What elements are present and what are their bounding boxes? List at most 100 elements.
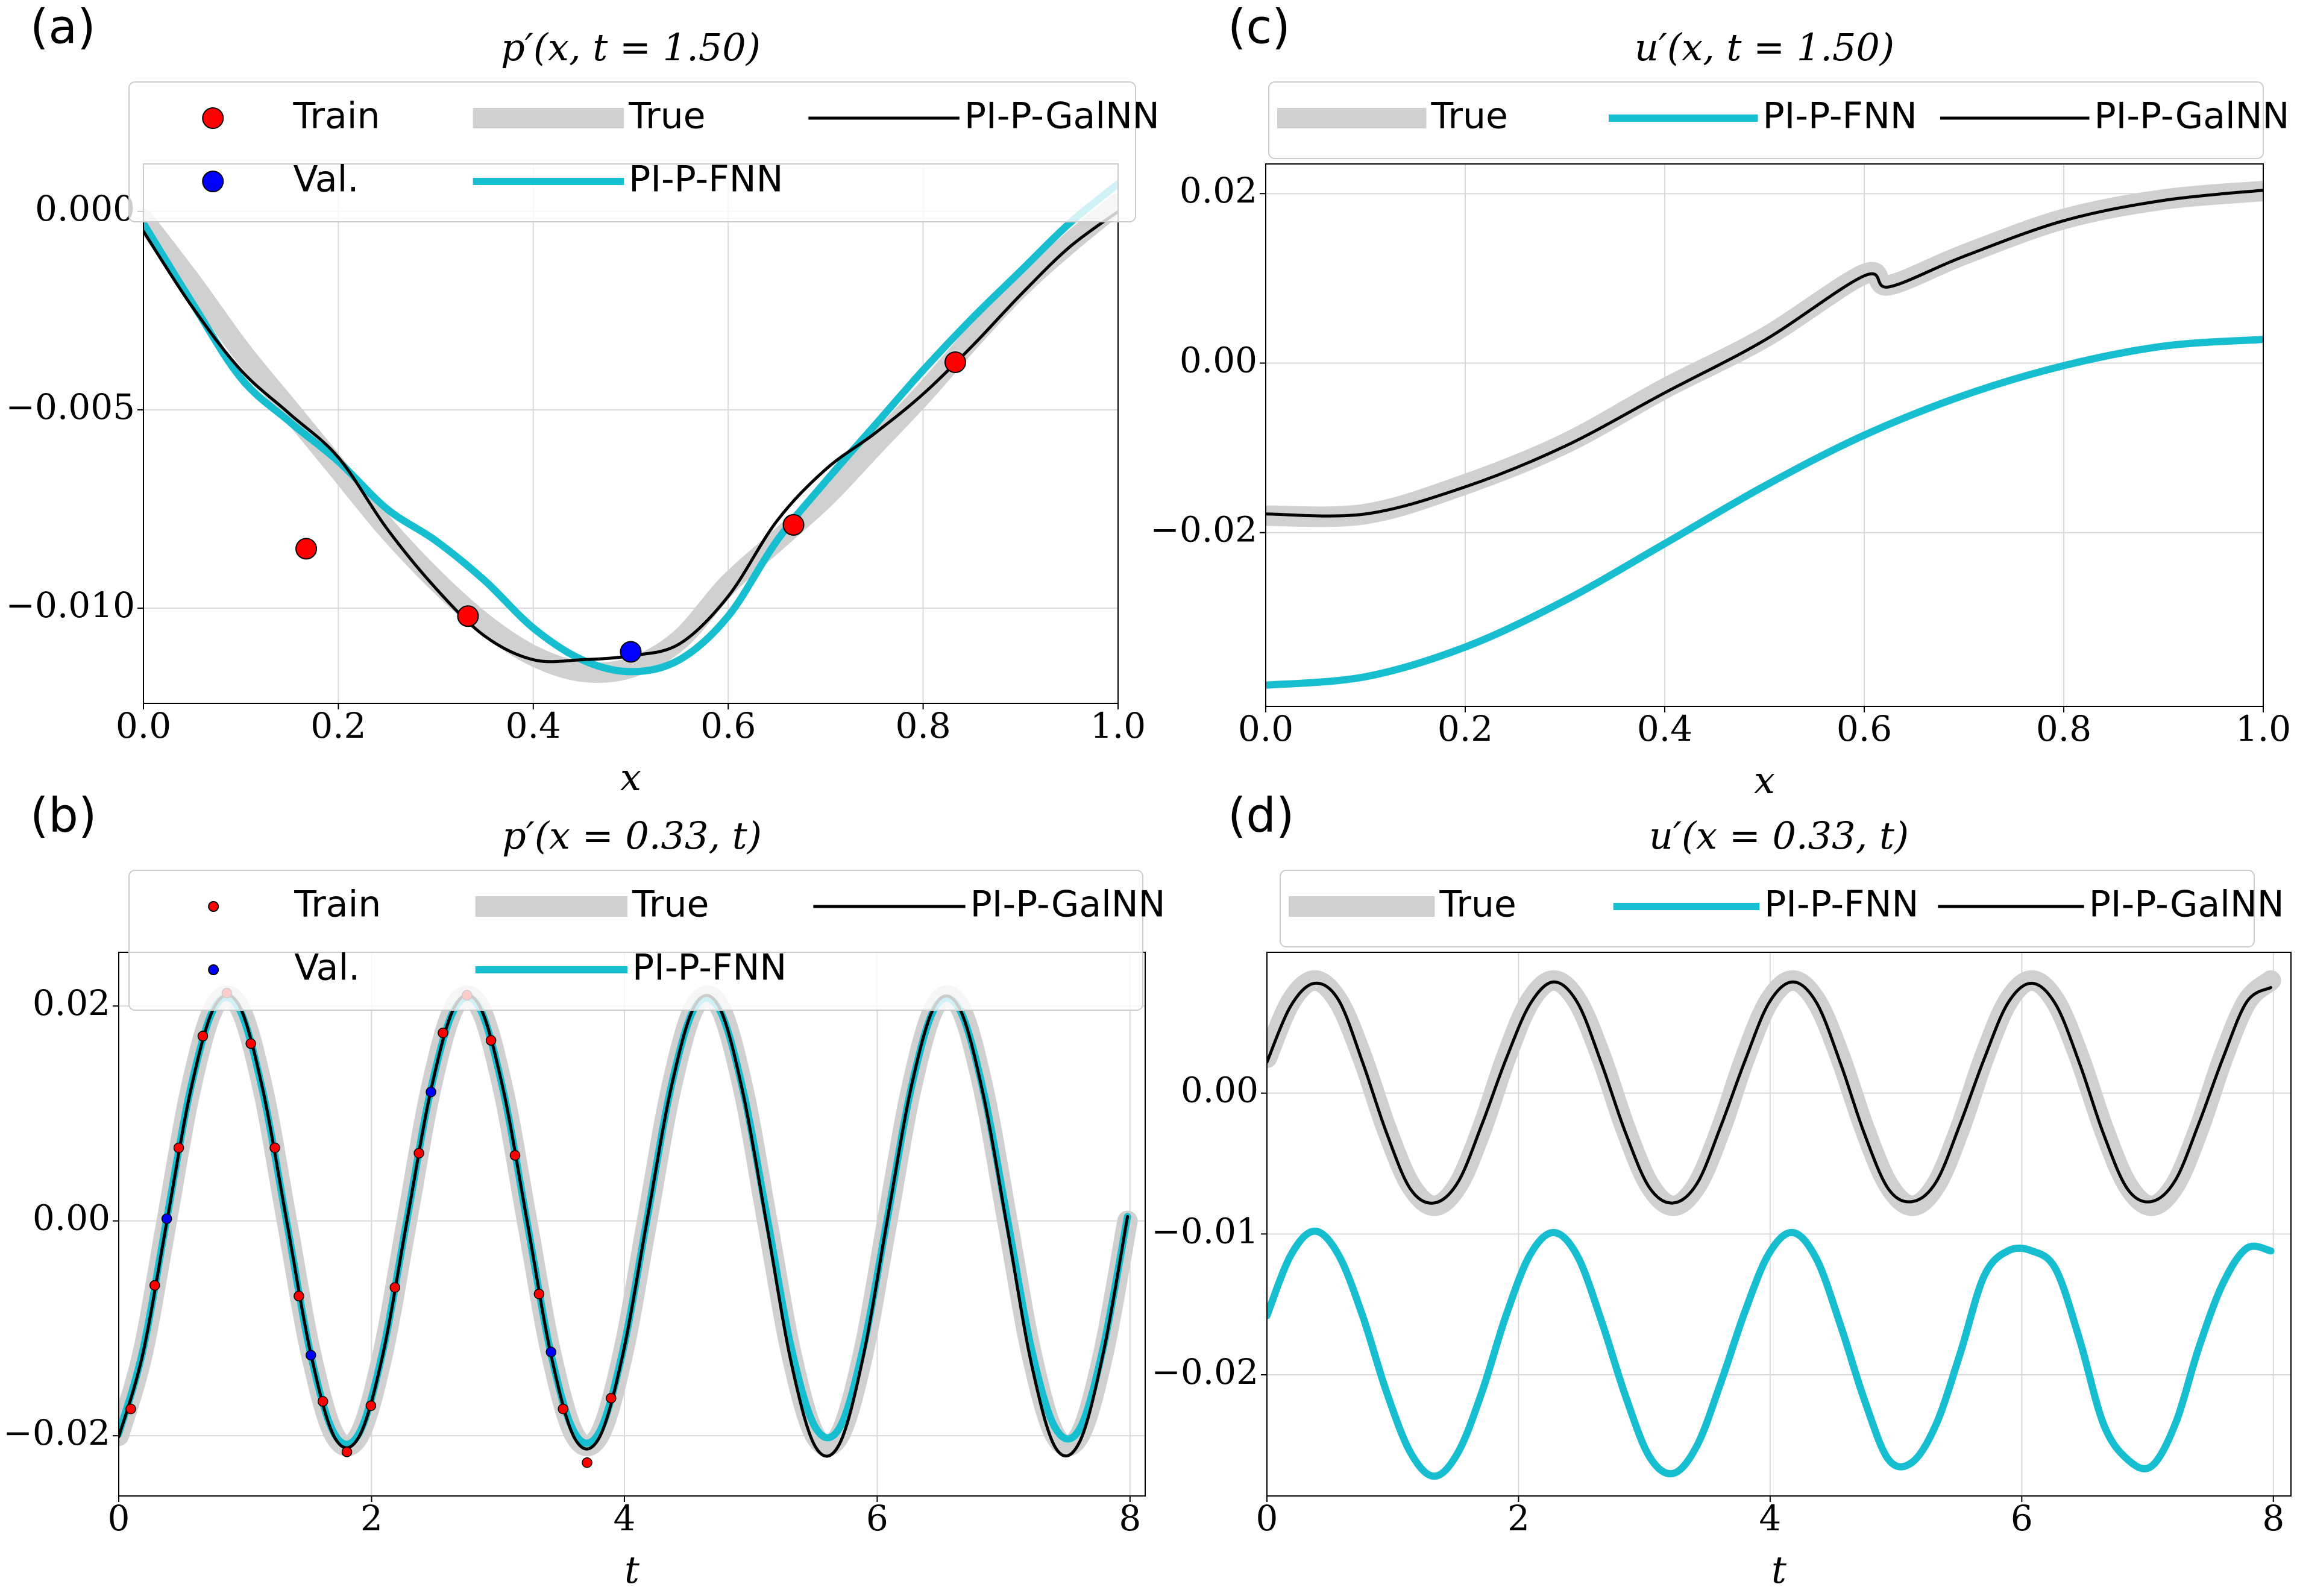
scatter-point [606, 1393, 617, 1404]
axes-frame [1265, 163, 2264, 707]
x-tick-label: 0.2 [310, 705, 366, 746]
x-tick-label: 6 [866, 1498, 888, 1539]
legend-label: PI-P-GalNN [964, 95, 1160, 137]
scatter-point [125, 1403, 136, 1415]
y-tick-label: −0.01 [1151, 1210, 1258, 1251]
x-tick-label: 0.0 [116, 705, 171, 746]
scatter-point [341, 1447, 353, 1457]
scatter-point [149, 1280, 160, 1291]
x-tick-label: 0.4 [506, 705, 561, 746]
x-tick-label: 1.0 [2236, 708, 2291, 749]
scatter-point [533, 1289, 545, 1299]
x-tick-label: 0.8 [2036, 708, 2091, 749]
line-series [119, 993, 1130, 1458]
panel: (d) u′(x = 0.33, t) t 0 2 4 6 8 −0.02 −0.01 0.00 Tr… [1151, 788, 2292, 1592]
line-series [143, 180, 1118, 676]
legend-marker [202, 107, 224, 129]
legend-label: Val. [294, 947, 360, 989]
scatter-point [295, 538, 318, 560]
panel: (b) p′(x = 0.33, t) t 0 2 4 6 8 −0.02 0.00 0.02 Tra… [3, 788, 1165, 1592]
plot-area [143, 180, 1118, 683]
legend-label: PI-P-GalNN [970, 884, 1166, 926]
x-axis-label: t [624, 1548, 639, 1592]
legend-box [1280, 870, 2255, 947]
x-tick-label: 1.0 [1090, 705, 1146, 746]
legend-label: True [632, 884, 709, 926]
x-tick-label: 4 [613, 1498, 635, 1539]
scatter-point [245, 1038, 256, 1049]
legend-label: True [1439, 884, 1516, 926]
scatter-point [389, 1282, 401, 1293]
line-series [1266, 336, 2263, 689]
scatter-point [365, 1400, 377, 1412]
scatter-point [509, 1150, 521, 1161]
plot-area [1267, 970, 2281, 1480]
x-tick-label: 0.6 [1837, 708, 1892, 749]
scatter-point [269, 1142, 280, 1154]
axes-frame [143, 163, 1119, 704]
scatter-point [197, 1031, 209, 1041]
chart-title: u′(x, t = 1.50) [1635, 25, 1894, 69]
line-series [1267, 1227, 2275, 1480]
x-tick-label: 2 [1507, 1498, 1530, 1539]
legend: True PI-P-FNN PI-P-GalNN [1280, 870, 2284, 947]
legend-label: PI-P-FNN [1764, 884, 1918, 926]
legend: Train Val. True PI-P-FNN PI-P-GalNN [128, 870, 1166, 1011]
line-series [1267, 980, 2273, 1205]
legend-label: Val. [294, 159, 359, 201]
legend-label: Train [294, 884, 381, 926]
scatter-point [457, 605, 479, 627]
plot-area [1266, 181, 2263, 689]
legend-label: True [1431, 95, 1508, 137]
panel: (a) p′(x, t = 1.50) x 0.0 0.2 0.4 0.6 0.8 1.0 −0.… [5, 0, 1159, 799]
scatter-point [294, 1290, 304, 1302]
y-tick-label: 0.02 [33, 982, 110, 1023]
y-tick-label: 0.02 [1180, 170, 1257, 211]
line-series [143, 210, 1118, 664]
y-tick-label: −0.02 [3, 1412, 110, 1453]
x-tick-label: 2 [360, 1498, 383, 1539]
x-tick-label: 0.8 [895, 705, 951, 746]
axes-frame [118, 952, 1146, 1497]
axes-frame [1266, 952, 2292, 1497]
x-tick-label: 0.6 [700, 705, 756, 746]
scatter-point [944, 351, 966, 374]
y-tick-label: −0.02 [1151, 1351, 1258, 1392]
scatter-point [317, 1396, 328, 1407]
y-tick-label: −0.005 [5, 386, 135, 427]
legend-marker [202, 171, 224, 192]
legend-marker [208, 901, 219, 912]
x-tick-label: 8 [1119, 1498, 1141, 1539]
panel-label: (c) [1228, 0, 1290, 54]
scatter-point [438, 1027, 448, 1038]
legend: True PI-P-FNN PI-P-GalNN [1268, 81, 2289, 159]
chart-title: p′(x, t = 1.50) [501, 25, 761, 69]
x-tick-label: 0.0 [1238, 708, 1293, 749]
y-tick-label: 0.00 [1180, 339, 1257, 380]
legend-label: PI-P-GalNN [2089, 884, 2284, 926]
x-tick-label: 8 [2262, 1498, 2284, 1539]
scatter-point [161, 1213, 172, 1224]
scatter-point [413, 1148, 424, 1159]
chart-title: u′(x = 0.33, t) [1649, 814, 1909, 858]
x-axis-label: t [1771, 1548, 1786, 1592]
legend: Train Val. True PI-P-FNN PI-P-GalNN [128, 81, 1160, 222]
legend-marker [208, 964, 219, 975]
legend-label: PI-P-FNN [629, 159, 783, 201]
x-tick-label: 0.2 [1438, 708, 1493, 749]
line-series [1266, 181, 2263, 527]
line-series [143, 193, 1118, 683]
x-tick-label: 0 [1256, 1498, 1278, 1539]
panel-label: (d) [1228, 788, 1294, 843]
x-axis-label: x [620, 755, 641, 799]
scatter-point [306, 1349, 316, 1361]
panel-label: (b) [30, 788, 96, 843]
scatter-point [620, 641, 642, 663]
x-tick-label: 0 [108, 1498, 130, 1539]
scatter-point [485, 1035, 497, 1046]
legend-label: Train [293, 95, 380, 137]
chart-title: p′(x = 0.33, t) [502, 814, 762, 858]
panel: (c) u′(x, t = 1.50) x 0.0 0.2 0.4 0.6 0.8 1.0 −0.… [1150, 0, 2291, 802]
y-tick-label: −0.010 [5, 585, 135, 626]
